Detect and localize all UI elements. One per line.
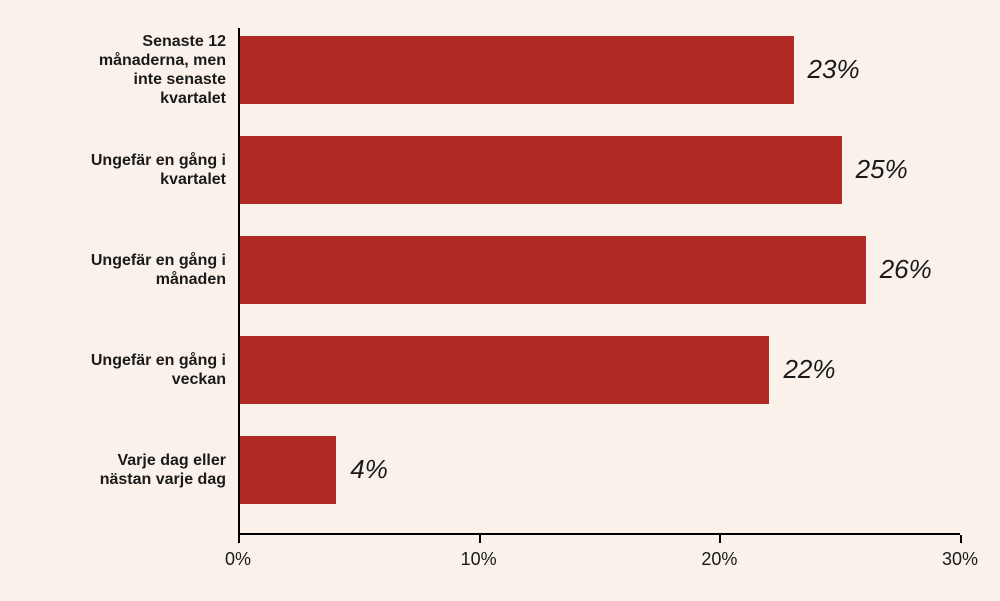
x-axis-tick	[960, 535, 962, 543]
x-axis-tick	[238, 535, 240, 543]
bar-value-label: 22%	[783, 354, 835, 385]
bar	[240, 236, 866, 304]
bar	[240, 36, 794, 104]
bar-value-label: 25%	[856, 154, 908, 185]
x-axis	[238, 533, 960, 535]
x-axis-tick-label: 20%	[701, 549, 737, 570]
bar-value-label: 23%	[808, 54, 860, 85]
bar-value-label: 26%	[880, 254, 932, 285]
bar-category-label: Senaste 12 månaderna, men inte senaste k…	[66, 32, 226, 109]
plot-area: Senaste 12 månaderna, men inte senaste k…	[238, 28, 960, 535]
x-axis-tick-label: 10%	[461, 549, 497, 570]
bar-category-label: Varje dag eller nästan varje dag	[66, 451, 226, 489]
x-axis-tick-label: 30%	[942, 549, 978, 570]
bar-category-label: Ungefär en gång i veckan	[66, 351, 226, 389]
bar	[240, 136, 842, 204]
x-axis-tick-label: 0%	[225, 549, 251, 570]
x-axis-tick	[479, 535, 481, 543]
x-axis-tick	[719, 535, 721, 543]
bar	[240, 436, 336, 504]
bar-category-label: Ungefär en gång i månaden	[66, 251, 226, 289]
bar-value-label: 4%	[350, 454, 388, 485]
bar	[240, 336, 769, 404]
chart-container: Senaste 12 månaderna, men inte senaste k…	[0, 0, 1000, 601]
bar-category-label: Ungefär en gång i kvartalet	[66, 151, 226, 189]
